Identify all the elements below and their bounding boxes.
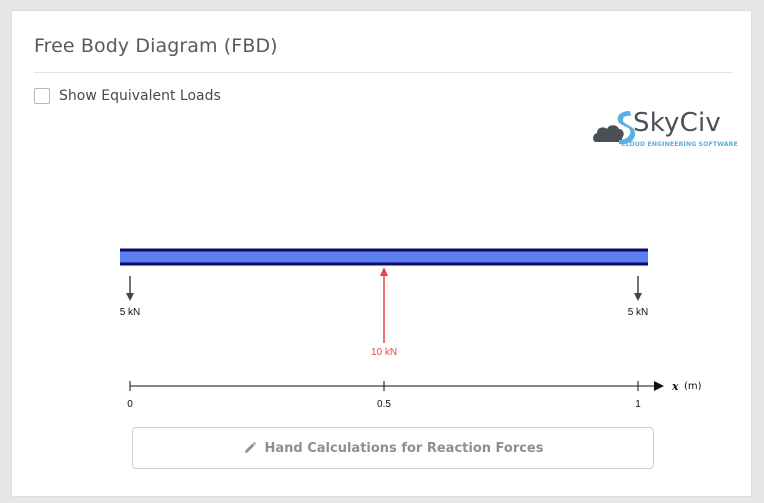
loads-layer: 5 kN 10 kN 5 kN [120,267,649,358]
load-arrow-head [126,293,134,301]
load-applied-1: 10 kN [371,267,397,358]
load-label: 5 kN [628,307,649,318]
load-label: 10 kN [371,347,397,358]
load-reaction-2: 5 kN [628,276,649,318]
x-axis: x (m) 0 0.5 1 [127,380,701,410]
beam [120,250,648,264]
panel-title: Free Body Diagram (FBD) [34,35,278,57]
load-arrow-head [634,293,642,301]
skyciv-logo: SkyCiv CLOUD ENGINEERING SOFTWARE [592,105,738,151]
show-equivalent-loads-checkbox[interactable] [34,88,50,104]
logo-name: SkyCiv [633,108,721,138]
axis-tick-label: 1 [635,399,641,410]
axis-tick-label: 0.5 [377,399,391,410]
axis-tick-label: 0 [127,399,133,410]
load-label: 5 kN [120,307,141,318]
hand-calculations-button[interactable]: Hand Calculations for Reaction Forces [132,427,654,469]
show-equivalent-loads-label: Show Equivalent Loads [59,88,221,104]
load-reaction-0: 5 kN [120,276,141,318]
skyciv-cloud-icon [593,111,636,145]
title-divider [34,72,733,73]
x-axis-variable: x [671,380,679,393]
pencil-icon [244,441,256,453]
fbd-panel: Free Body Diagram (FBD) Show Equivalent … [11,10,752,497]
free-body-diagram: 5 kN 10 kN 5 kN x (m) 0 0.5 1 [120,248,702,410]
x-axis-unit: (m) [684,381,702,392]
hand-calculations-label: Hand Calculations for Reaction Forces [264,440,544,456]
load-arrow-head [380,267,388,276]
show-equivalent-loads-toggle[interactable]: Show Equivalent Loads [34,87,221,105]
logo-tagline: CLOUD ENGINEERING SOFTWARE [621,141,738,148]
